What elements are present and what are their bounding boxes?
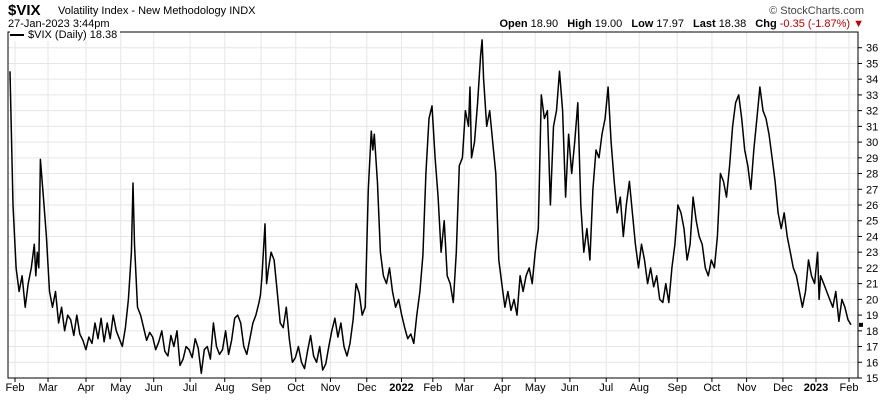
- chart-header: $VIX Volatility Index - New Methodology …: [0, 0, 894, 34]
- open-value: 18.90: [530, 18, 559, 30]
- low-value: 17.97: [656, 18, 684, 30]
- chart-legend: $VIX (Daily) 18.38: [10, 29, 121, 41]
- instrument-name: Volatility Index - New Methodology INDX: [58, 5, 256, 17]
- legend-label: $VIX (Daily) 18.38: [28, 29, 118, 41]
- exchange-code: INDX: [229, 5, 256, 17]
- x-tick-label: Sep: [251, 382, 271, 394]
- x-tick-label: Apr: [77, 382, 94, 394]
- y-tick-label: 27: [866, 184, 878, 196]
- y-tick-label: 19: [866, 310, 878, 322]
- x-tick-label: Oct: [287, 382, 304, 394]
- x-tick-label: May: [110, 382, 131, 394]
- y-tick-label: 22: [866, 263, 878, 275]
- y-tick-label: 35: [866, 58, 878, 70]
- instrument-title: Volatility Index - New Methodology: [58, 5, 227, 17]
- last-label: Last: [693, 18, 716, 30]
- y-tick-label: 20: [866, 294, 878, 306]
- open-label: Open: [499, 18, 528, 30]
- y-tick-label: 36: [866, 43, 878, 55]
- high-value: 19.00: [594, 18, 623, 30]
- x-tick-label: May: [525, 382, 546, 394]
- x-tick-label: 2022: [389, 382, 413, 394]
- x-tick-label: Feb: [840, 382, 859, 394]
- x-tick-label: Aug: [629, 382, 649, 394]
- high-label: High: [567, 18, 592, 30]
- x-tick-label: Feb: [6, 382, 25, 394]
- x-tick-label: Feb: [423, 382, 442, 394]
- x-tick-label: Nov: [321, 382, 341, 394]
- timestamp: 27-Jan-2023 3:44pm: [8, 18, 110, 30]
- low-label: Low: [631, 18, 654, 30]
- y-tick-label: 33: [866, 90, 878, 102]
- x-tick-label: Dec: [357, 382, 377, 394]
- y-tick-label: 17: [866, 342, 878, 354]
- quote-bar: Open 18.90 High 19.00 Low 17.97 Last 18.…: [499, 18, 864, 30]
- x-tick-label: Apr: [494, 382, 511, 394]
- last-value: 18.38: [718, 18, 747, 30]
- x-tick-label: Jun: [561, 382, 579, 394]
- y-tick-label: 21: [866, 279, 878, 291]
- chg-value: -0.35 (-1.87%): [779, 18, 851, 30]
- x-tick-label: Jul: [183, 382, 197, 394]
- y-tick-label: 28: [866, 169, 878, 181]
- y-tick-label: 24: [866, 231, 878, 243]
- y-tick-label: 26: [866, 200, 878, 212]
- x-tick-label: Jul: [599, 382, 613, 394]
- last-value-marker: [859, 322, 863, 327]
- y-tick-label: 29: [866, 153, 878, 165]
- vix-series-line: [9, 39, 852, 375]
- y-tick-label: 32: [866, 106, 878, 118]
- symbol: $VIX: [8, 2, 41, 19]
- x-tick-label: Nov: [737, 382, 757, 394]
- legend-swatch: [10, 34, 24, 36]
- x-tick-label: 2023: [804, 382, 828, 394]
- y-tick-label: 30: [866, 137, 878, 149]
- y-tick-label: 34: [866, 74, 878, 86]
- down-arrow-icon: ▼: [853, 18, 864, 30]
- y-tick-label: 31: [866, 121, 878, 133]
- x-tick-label: Mar: [455, 382, 474, 394]
- x-tick-label: Oct: [703, 382, 720, 394]
- y-tick-label: 18: [866, 326, 878, 338]
- plot-frame: [7, 31, 859, 379]
- x-tick-label: Mar: [39, 382, 58, 394]
- y-tick-label: 15: [866, 373, 878, 385]
- x-tick-label: Dec: [773, 382, 793, 394]
- x-tick-label: Sep: [667, 382, 687, 394]
- chg-label: Chg: [755, 18, 777, 30]
- y-tick-label: 25: [866, 216, 878, 228]
- y-tick-label: 23: [866, 247, 878, 259]
- brand-watermark: © StockCharts.com: [769, 5, 864, 17]
- x-tick-label: Aug: [215, 382, 235, 394]
- y-tick-label: 16: [866, 357, 878, 369]
- x-tick-label: Jun: [145, 382, 163, 394]
